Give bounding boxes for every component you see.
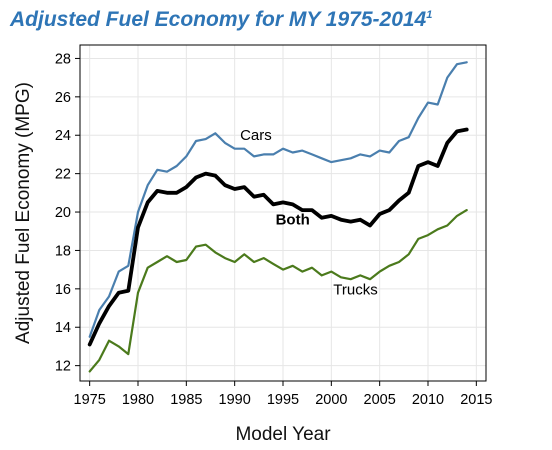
- y-tick-label: 26: [55, 90, 71, 106]
- y-tick-label: 24: [55, 128, 71, 144]
- x-tick-label: 1975: [74, 392, 106, 408]
- x-tick-label: 2005: [364, 392, 396, 408]
- x-tick-label: 2015: [460, 392, 492, 408]
- x-axis-title: Model Year: [235, 424, 331, 445]
- series-line-cars: [88, 61, 468, 338]
- chart-title: Adjusted Fuel Economy for MY 1975-20141: [10, 8, 432, 32]
- grid: [80, 45, 486, 381]
- series-label-trucks: Trucks: [333, 282, 377, 299]
- x-tick-label: 1990: [219, 392, 251, 408]
- x-tick-label: 2010: [412, 392, 444, 408]
- y-tick-label: 16: [55, 282, 71, 298]
- x-tick-label: 1995: [267, 392, 299, 408]
- series-line-trucks: [88, 209, 468, 373]
- axis-ticks: 1975 1980 1985 1990 1995 2000 2005 2010 2015 12 14…: [55, 51, 493, 408]
- x-tick-label: 2000: [315, 392, 347, 408]
- x-tick-label: 1985: [170, 392, 202, 408]
- chart-title-footnote: 1: [426, 9, 433, 21]
- y-tick-label: 18: [55, 243, 71, 259]
- y-tick-label: 14: [55, 320, 71, 336]
- chart-title-text: Adjusted Fuel Economy for MY 1975-2014: [10, 8, 427, 31]
- y-axis-title: Adjusted Fuel Economy (MPG): [13, 82, 34, 344]
- series-lines: [87, 61, 469, 373]
- series-label-both: Both: [276, 212, 310, 229]
- y-tick-label: 28: [55, 51, 71, 67]
- x-tick-label: 1980: [122, 392, 154, 408]
- y-tick-label: 12: [55, 359, 71, 375]
- series-label-cars: Cars: [240, 127, 272, 144]
- y-tick-label: 20: [55, 205, 71, 221]
- y-tick-label: 22: [55, 167, 71, 183]
- series-line-both: [87, 127, 469, 347]
- series-labels: Cars Both Trucks: [240, 127, 378, 299]
